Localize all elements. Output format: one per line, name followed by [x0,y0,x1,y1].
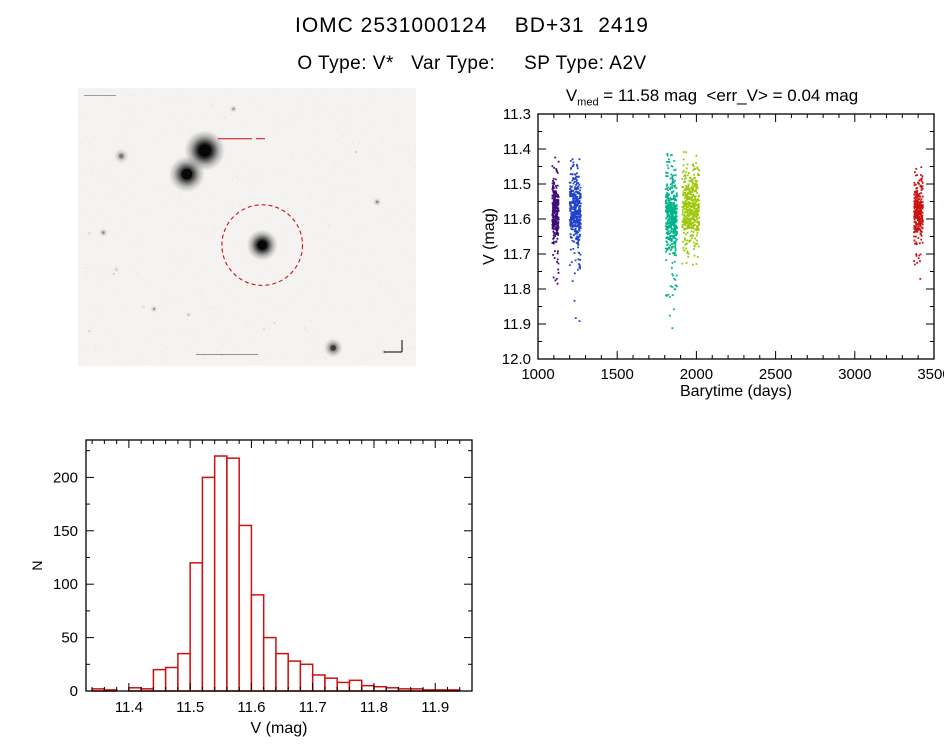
star [229,105,238,113]
bottom-text-mark [196,354,258,355]
tick-label: 0 [70,683,78,700]
tick-label: 11.5 [176,699,204,716]
histogram-bar [164,666,179,692]
tick-label: 1500 [601,366,634,383]
scatter-cluster [551,156,560,285]
star-core [198,144,211,157]
scatter-cluster [913,166,924,280]
finder-chart-panel [78,87,417,367]
star-core [257,240,267,250]
scatter-cluster [681,151,701,266]
histogram-bar [238,524,253,692]
sky-background [78,88,416,366]
histogram-bar [311,674,326,692]
histogram-bar [226,457,240,692]
tick-label: 11.7 [503,246,531,263]
histogram-bar [201,476,216,692]
tick-label: 50 [61,630,78,647]
tick-label: 2500 [759,366,792,383]
histogram-bar [152,668,167,692]
histogram-bar [250,594,265,692]
tick-label: 11.9 [421,699,449,716]
page-subtitle: O Type: V* Var Type: SP Type: A2V [297,53,647,74]
vmed-subscript: med [577,96,599,109]
histogram-bar [275,652,289,692]
page-title: IOMC 2531000124 BD+31 2419 [295,14,649,37]
scatter-cluster [664,153,678,330]
y-axis-label: V (mag) [481,208,498,265]
target-circle [221,204,304,286]
histogram-bar [262,636,277,692]
compass-mark [384,340,403,353]
tick-label: 100 [53,576,78,593]
x-axis-label: Barytime (days) [680,383,792,400]
histogram-bar [360,684,375,692]
tick-label: 1000 [521,366,554,383]
noise-layer [79,87,417,367]
tick-label: 150 [53,523,78,540]
histogram-bar [348,679,363,692]
histogram-bars [91,455,461,692]
histogram-bar [324,677,338,692]
histogram-bar [299,663,314,692]
x-axis-label: V (mag) [251,720,308,737]
histogram-plot: 11.4 11.5 11.6 11.7 11.8 11.9 0 50 100 150 200 V (m… [29,439,473,737]
tick-label: 11.6 [237,699,265,716]
histogram-bar [213,455,228,692]
histogram-bar [189,562,204,692]
tick-label: 11.8 [360,699,388,716]
star-core [152,307,156,311]
tick-label: 11.7 [299,699,327,716]
tick-label: 200 [53,469,78,486]
vmed-value-text: = 11.58 mag <err_V> = 0.04 mag [598,86,859,105]
tick-label: 12.0 [502,351,531,368]
star-core [375,200,379,204]
tick-label: 11.9 [503,316,531,333]
tick-label: 11.4 [503,141,531,158]
red-annotation-mark [218,138,252,140]
star [113,148,129,164]
star [150,305,158,313]
lightcurve-points [551,151,924,330]
tick-label: 11.3 [503,106,531,123]
lightcurve-plot: 1000 1500 2000 2500 3000 3500 11.3 11.4 11.5 11.6… [481,106,944,400]
corner-text-mark [84,95,116,96]
star [372,197,382,207]
tick-label: 2000 [680,366,713,383]
y-axis-label: N [29,560,45,570]
tick-label: 3500 [917,366,944,383]
star-core [181,168,193,180]
tick-label: 11.5 [503,176,531,193]
star-core [232,107,235,111]
tick-label: 11.8 [503,281,531,298]
tick-label: 11.4 [115,699,143,716]
histogram-axes: 11.4 11.5 11.6 11.7 11.8 11.9 0 50 100 150 200 V (m… [29,439,473,737]
lightcurve-axes: 1000 1500 2000 2500 3000 3500 11.3 11.4 11.5 11.6… [481,106,944,400]
stars-layer [99,105,382,358]
red-annotation-mark [256,138,265,140]
histogram-bar [287,660,302,692]
tick-label: 3000 [838,366,871,383]
star-core [102,231,105,234]
vmed-label: V [565,86,578,105]
star-core [330,345,337,351]
finder-chart-image [78,87,417,367]
histogram-bar [177,652,191,692]
star-core [118,153,124,159]
lightcurve-title: Vmed = 11.58 mag <err_V> = 0.04 mag [480,86,944,108]
annotation-marks [84,95,403,355]
tick-label: 11.6 [503,211,531,228]
histogram-bar [336,681,351,692]
scatter-cluster [568,158,582,322]
star [99,228,108,237]
